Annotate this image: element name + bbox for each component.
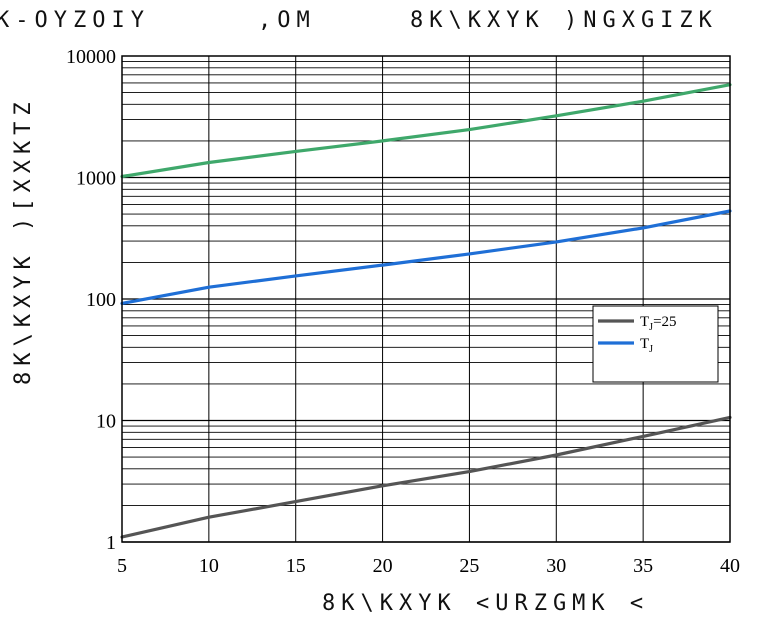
legend-label: TJ=25 <box>640 314 677 333</box>
x-tick-label: 35 <box>633 555 653 577</box>
header-right-text: 8K\KXYK )NGXGIZK <box>410 8 718 33</box>
x-tick-label: 30 <box>546 555 566 577</box>
x-tick-label: 20 <box>373 555 393 577</box>
x-tick-label: 40 <box>720 555 740 577</box>
series-line-2 <box>120 209 732 305</box>
series-line-1 <box>120 415 732 539</box>
x-tick-label: 10 <box>199 555 219 577</box>
header-middle-text: ,OM <box>258 8 316 33</box>
y-axis-label: 8K\KXYK )[XXKTZ <box>11 96 36 385</box>
x-tick-label: 5 <box>117 555 127 577</box>
x-tick-label: 25 <box>459 555 479 577</box>
y-tick-label: 10 <box>96 411 116 433</box>
x-axis-label: 8K\KXYK <URZGMK < <box>322 591 649 616</box>
plot-frame <box>121 55 731 543</box>
header-left-text: K-OYZOIY <box>0 8 150 33</box>
series-layer <box>120 83 732 539</box>
y-tick-label: 1000 <box>76 168 116 190</box>
x-tick-label: 15 <box>286 555 306 577</box>
legend-label: TJ <box>640 336 653 355</box>
series-line-3 <box>120 83 732 179</box>
y-tick-label: 1 <box>106 532 116 554</box>
grid-layer <box>121 56 731 543</box>
legend: TJ=25 TJ <box>592 305 719 383</box>
y-tick-label: 10000 <box>66 46 116 68</box>
y-tick-label: 100 <box>86 289 116 311</box>
ticks-layer: 5 10 15 20 25 30 35 40 1 10 100 1000 10000 <box>66 46 740 577</box>
